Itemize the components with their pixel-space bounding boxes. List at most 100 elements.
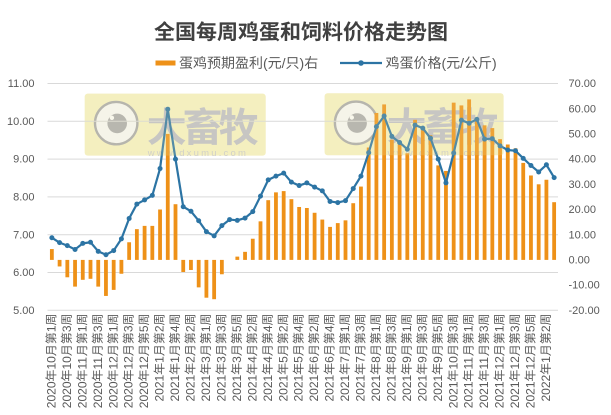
svg-text:3: 3 <box>477 325 491 332</box>
svg-text:1: 1 <box>493 325 507 332</box>
svg-text:2021: 2021 <box>369 375 383 402</box>
svg-text:10.00: 10.00 <box>569 229 597 241</box>
svg-text:): ) <box>492 55 497 71</box>
svg-text:3: 3 <box>415 325 429 332</box>
svg-text:7.00: 7.00 <box>13 229 34 241</box>
svg-text:9: 9 <box>400 356 414 363</box>
svg-text:/: / <box>460 55 464 71</box>
svg-text:2021: 2021 <box>462 381 476 408</box>
svg-text:10: 10 <box>60 356 74 370</box>
svg-text:1: 1 <box>338 325 352 332</box>
svg-text:3: 3 <box>122 325 136 332</box>
svg-text:11: 11 <box>75 357 89 370</box>
svg-text:3: 3 <box>60 325 74 332</box>
svg-text:6.00: 6.00 <box>13 267 34 279</box>
svg-text:2021: 2021 <box>276 375 290 402</box>
svg-text:5: 5 <box>137 325 151 332</box>
svg-text:2: 2 <box>276 325 290 332</box>
svg-text:1: 1 <box>539 356 553 363</box>
svg-text:(: ( <box>263 55 268 71</box>
svg-text:11: 11 <box>91 357 105 370</box>
svg-text:2021: 2021 <box>354 375 368 402</box>
svg-text:3: 3 <box>230 356 244 363</box>
svg-text:-20.00: -20.00 <box>569 305 600 317</box>
svg-text:2020: 2020 <box>44 381 58 408</box>
svg-text:70.00: 70.00 <box>569 78 597 90</box>
svg-text:1: 1 <box>44 325 58 332</box>
svg-text:1: 1 <box>462 325 476 332</box>
svg-text:7: 7 <box>338 356 352 363</box>
svg-text:www.dxumu.com: www.dxumu.com <box>147 148 248 159</box>
svg-text:2: 2 <box>245 325 259 332</box>
svg-text:2021: 2021 <box>323 375 337 402</box>
svg-text:12: 12 <box>493 356 507 370</box>
svg-text:11: 11 <box>462 357 476 370</box>
svg-text:2: 2 <box>307 325 321 332</box>
svg-text:2021: 2021 <box>508 381 522 408</box>
svg-text:2021: 2021 <box>431 375 445 402</box>
svg-text:-10.00: -10.00 <box>569 280 600 292</box>
svg-text:4: 4 <box>323 325 337 332</box>
svg-text:11.00: 11.00 <box>8 78 35 90</box>
svg-text:12: 12 <box>137 356 151 370</box>
svg-text:2020: 2020 <box>60 381 74 408</box>
svg-text:2021: 2021 <box>153 375 167 402</box>
svg-text:1: 1 <box>168 356 182 363</box>
svg-text:2020: 2020 <box>91 381 105 408</box>
svg-text:2022: 2022 <box>539 375 553 402</box>
svg-text:2021: 2021 <box>384 375 398 402</box>
svg-text:20.00: 20.00 <box>569 204 597 216</box>
svg-text:): ) <box>300 55 305 71</box>
svg-text:2: 2 <box>539 325 553 332</box>
svg-text:1: 1 <box>369 325 383 332</box>
svg-text:2020: 2020 <box>75 381 89 408</box>
svg-text:1: 1 <box>199 325 213 332</box>
svg-text:2021: 2021 <box>446 381 460 408</box>
svg-text:2: 2 <box>184 325 198 332</box>
svg-text:1: 1 <box>400 325 414 332</box>
svg-text:3: 3 <box>214 356 228 363</box>
svg-text:10: 10 <box>446 356 460 370</box>
svg-text:2021: 2021 <box>261 375 275 402</box>
svg-text:10: 10 <box>44 356 58 370</box>
svg-text:2021: 2021 <box>400 375 414 402</box>
svg-text:10.00: 10.00 <box>7 116 35 128</box>
svg-text:7: 7 <box>354 356 368 363</box>
svg-text:4: 4 <box>261 356 275 363</box>
svg-text:3: 3 <box>199 356 213 363</box>
svg-text:5.00: 5.00 <box>13 305 34 317</box>
svg-text:2021: 2021 <box>307 375 321 402</box>
svg-text:4: 4 <box>168 325 182 332</box>
svg-text:50.00: 50.00 <box>569 129 597 141</box>
svg-text:5: 5 <box>230 325 244 332</box>
svg-text:5: 5 <box>276 356 290 363</box>
svg-text:2021: 2021 <box>214 375 228 402</box>
svg-text:/: / <box>282 55 286 71</box>
svg-text:5: 5 <box>292 356 306 363</box>
svg-text:3: 3 <box>354 325 368 332</box>
svg-text:8: 8 <box>384 356 398 363</box>
svg-text:2020: 2020 <box>122 381 136 408</box>
svg-text:8: 8 <box>369 356 383 363</box>
svg-text:4: 4 <box>292 325 306 332</box>
svg-text:2021: 2021 <box>199 375 213 402</box>
svg-text:2: 2 <box>153 325 167 332</box>
svg-text:3: 3 <box>508 325 522 332</box>
svg-text:60.00: 60.00 <box>569 103 597 115</box>
svg-text:2021: 2021 <box>524 381 538 408</box>
svg-text:5: 5 <box>524 325 538 332</box>
svg-text:12: 12 <box>122 356 136 370</box>
svg-text:2021: 2021 <box>292 375 306 402</box>
svg-text:2020: 2020 <box>106 381 120 408</box>
svg-text:2021: 2021 <box>338 375 352 402</box>
svg-text:2020: 2020 <box>137 381 151 408</box>
svg-text:1: 1 <box>153 356 167 363</box>
svg-text:2021: 2021 <box>477 381 491 408</box>
svg-text:3: 3 <box>91 325 105 332</box>
svg-text:8.00: 8.00 <box>13 192 34 204</box>
svg-text:2021: 2021 <box>245 375 259 402</box>
svg-text:40.00: 40.00 <box>569 154 597 166</box>
svg-text:2021: 2021 <box>184 375 198 402</box>
svg-text:11: 11 <box>477 357 491 370</box>
svg-text:0.00: 0.00 <box>569 255 590 267</box>
